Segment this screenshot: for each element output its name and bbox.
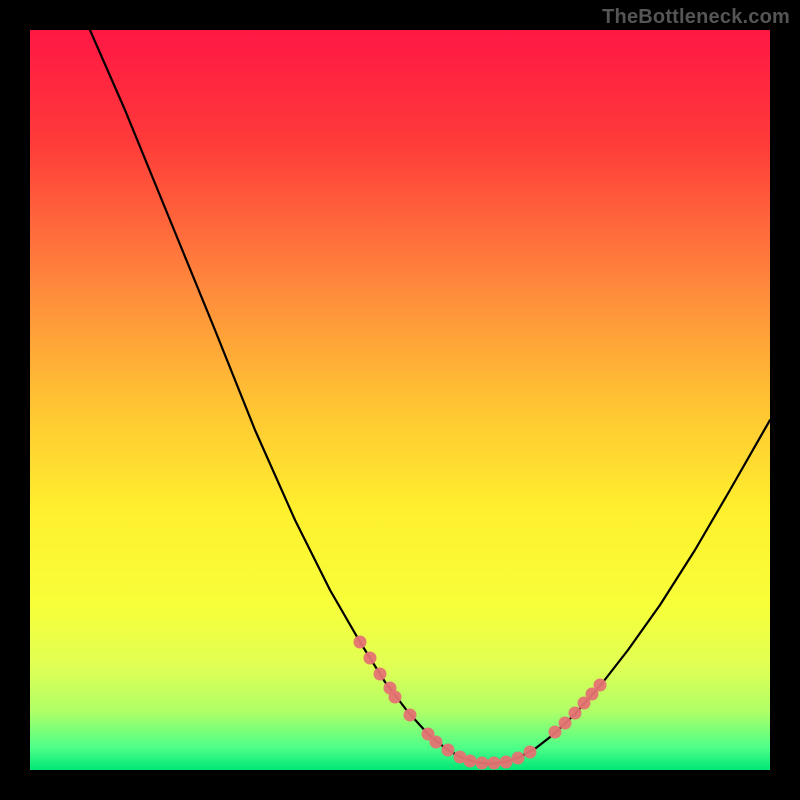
optimal-dot bbox=[442, 744, 455, 757]
optimal-dot bbox=[524, 746, 537, 759]
optimal-dot bbox=[430, 736, 443, 749]
optimal-dot bbox=[374, 668, 387, 681]
optimal-dot bbox=[464, 755, 477, 768]
chart-frame: TheBottleneck.com bbox=[0, 0, 800, 800]
optimal-dot bbox=[404, 709, 417, 722]
plot-background bbox=[30, 30, 770, 770]
optimal-dot bbox=[476, 757, 489, 770]
optimal-dot bbox=[559, 717, 572, 730]
optimal-dot bbox=[488, 757, 501, 770]
optimal-dot bbox=[569, 707, 582, 720]
optimal-dot bbox=[549, 726, 562, 739]
optimal-dot bbox=[354, 636, 367, 649]
optimal-dot bbox=[594, 679, 607, 692]
optimal-dot bbox=[500, 756, 513, 769]
bottleneck-chart bbox=[0, 0, 800, 800]
watermark-text: TheBottleneck.com bbox=[602, 6, 790, 29]
optimal-dot bbox=[364, 652, 377, 665]
optimal-dot bbox=[389, 691, 402, 704]
optimal-dot bbox=[512, 752, 525, 765]
